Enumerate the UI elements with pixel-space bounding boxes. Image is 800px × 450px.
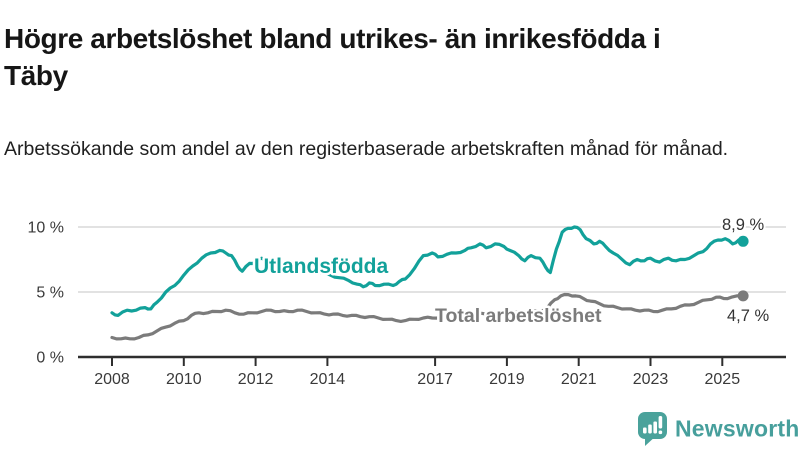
page-title: Högre arbetslöshet bland utrikes- än inr… — [4, 21, 797, 95]
series-end-value-1: 4,7 % — [727, 307, 770, 325]
x-tick-label: 2008 — [94, 371, 130, 388]
series-end-dot-0 — [737, 235, 749, 247]
y-tick-label: 10 % — [28, 220, 64, 237]
x-tick-label: 2012 — [238, 371, 274, 388]
series-end-dot-1 — [737, 290, 749, 302]
brand-name: Newsworthy — [675, 416, 798, 442]
newsworthy-logo: Newsworthy — [638, 412, 798, 446]
x-tick-label: 2019 — [489, 371, 525, 388]
y-tick-label: 0 % — [36, 350, 64, 367]
series-label-1: Total arbetslöshet — [435, 305, 602, 327]
x-tick-label: 2021 — [561, 371, 597, 388]
x-tick-label: 2025 — [705, 371, 741, 388]
x-tick-label: 2014 — [310, 371, 346, 388]
line-chart: 0 % 5 % 10 % 2008 2010 2012 2014 2017 2019 2021 20… — [28, 214, 786, 388]
series-line-1 — [110, 292, 745, 341]
title-line-2: Täby — [4, 59, 68, 91]
chat-bubble-chart-icon — [638, 412, 667, 446]
chart-subtitle: Arbetssökande som andel av den registerb… — [4, 137, 729, 160]
x-tick-label: 2023 — [633, 371, 669, 388]
series-end-value-0: 8,9 % — [722, 216, 765, 234]
title-line-1: Högre arbetslöshet bland utrikes- än inr… — [4, 22, 661, 54]
series-label-0: Utlandsfödda — [254, 255, 388, 278]
y-tick-label: 5 % — [36, 285, 64, 302]
x-tick-label: 2017 — [417, 371, 453, 388]
x-tick-label: 2010 — [166, 371, 202, 388]
series-line-0 — [110, 225, 745, 318]
